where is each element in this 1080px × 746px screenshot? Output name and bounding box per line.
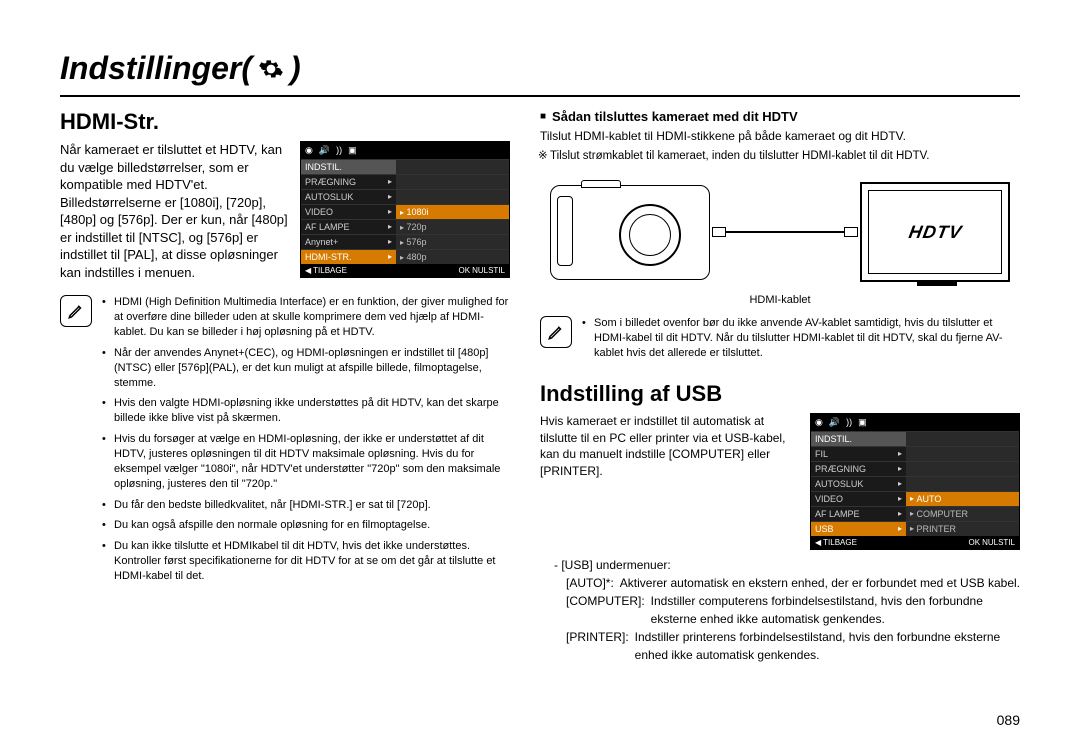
right-column: Sådan tilsluttes kameraet med dit HDTV T…: [540, 109, 1020, 664]
bullet-item: Som i billedet ovenfor bør du ikke anven…: [582, 316, 1020, 361]
divider: [60, 95, 1020, 97]
definition-row: [COMPUTER]:Indstiller computerens forbin…: [540, 592, 1020, 628]
bullet-item: Du kan også afspille den normale opløsni…: [102, 518, 510, 533]
definition-row: [PRINTER]:Indstiller printerens forbinde…: [540, 628, 1020, 664]
footer-reset: NULSTIL: [982, 538, 1015, 547]
pencil-icon: [540, 316, 572, 348]
page-number: 089: [997, 712, 1020, 728]
usb-lead: Hvis kameraet er indstillet til automati…: [540, 413, 800, 480]
cable-caption: HDMI-kablet: [540, 294, 1020, 306]
footer-ok: OK: [969, 538, 981, 547]
connection-diagram: HDTV: [540, 172, 1020, 292]
tv-drawing: HDTV: [860, 182, 1010, 282]
hdmi-bullet-list: HDMI (High Definition Multimedia Interfa…: [102, 295, 510, 589]
connect-p1: Tilslut HDMI-kablet til HDMI-stikkene på…: [540, 128, 1020, 145]
hdmi-heading: HDMI-Str.: [60, 109, 510, 135]
footer-back: TILBAGE: [823, 538, 857, 547]
av-note: Som i billedet ovenfor bør du ikke anven…: [540, 316, 1020, 367]
gear-icon: [258, 56, 284, 82]
wave-icon: )): [846, 417, 852, 428]
title-close: ): [290, 50, 301, 87]
footer-ok: OK: [459, 266, 471, 275]
menu-footer: ◀TILBAGE OKNULSTIL: [301, 264, 509, 277]
hdmi-menu-screenshot: ◉ 🔊 )) ▣ INDSTIL.PRÆGNING ▸AUTOSLUK ▸VID…: [300, 141, 510, 278]
bullet-item: Hvis den valgte HDMI-opløsning ikke unde…: [102, 396, 510, 426]
speaker-icon: 🔊: [829, 417, 840, 428]
left-column: HDMI-Str. Når kameraet er tilsluttet et …: [60, 109, 510, 664]
usb-sub-label: - [USB] undermenuer:: [540, 556, 1020, 574]
definition-row: [AUTO]*:Aktiverer automatisk en ekstern …: [540, 574, 1020, 592]
footer-reset: NULSTIL: [472, 266, 505, 275]
connect-heading-text: Sådan tilsluttes kameraet med dit HDTV: [552, 109, 798, 124]
play-icon: ▣: [858, 417, 867, 428]
av-bullet-list: Som i billedet ovenfor bør du ikke anven…: [582, 316, 1020, 367]
connect-heading: Sådan tilsluttes kameraet med dit HDTV: [540, 109, 1020, 124]
play-icon: ▣: [348, 145, 357, 156]
speaker-icon: 🔊: [319, 145, 330, 156]
tv-label: HDTV: [907, 222, 964, 243]
page-title: Indstillinger( ): [60, 50, 1020, 87]
bullet-item: Du kan ikke tilslutte et HDMIkabel til d…: [102, 539, 510, 584]
title-text: Indstillinger(: [60, 50, 252, 87]
menu-header: ◉ 🔊 )) ▣: [301, 142, 509, 159]
camera-icon: ◉: [815, 417, 823, 428]
pencil-icon: [60, 295, 92, 327]
connect-p2: Tilslut strømkablet til kameraet, inden …: [540, 149, 1020, 165]
cable-drawing: [716, 231, 854, 233]
menu-footer: ◀TILBAGE OKNULSTIL: [811, 536, 1019, 549]
camera-icon: ◉: [305, 145, 313, 156]
bullet-item: Du får den bedste billedkvalitet, når [H…: [102, 498, 510, 513]
usb-submenu-list: - [USB] undermenuer: [AUTO]*:Aktiverer a…: [540, 556, 1020, 664]
usb-menu-screenshot: ◉ 🔊 )) ▣ INDSTIL.FIL ▸PRÆGNING ▸AUTOSLUK…: [810, 413, 1020, 550]
wave-icon: )): [336, 145, 342, 156]
footer-back: TILBAGE: [313, 266, 347, 275]
menu-header: ◉ 🔊 )) ▣: [811, 414, 1019, 431]
bullet-item: HDMI (High Definition Multimedia Interfa…: [102, 295, 510, 340]
usb-heading: Indstilling af USB: [540, 381, 1020, 407]
camera-drawing: [550, 185, 710, 280]
bullet-item: Hvis du forsøger at vælge en HDMI-opløsn…: [102, 432, 510, 491]
bullet-item: Når der anvendes Anynet+(CEC), og HDMI-o…: [102, 346, 510, 391]
hdmi-note: HDMI (High Definition Multimedia Interfa…: [60, 295, 510, 589]
hdmi-lead: Når kameraet er tilsluttet et HDTV, kan …: [60, 141, 290, 281]
